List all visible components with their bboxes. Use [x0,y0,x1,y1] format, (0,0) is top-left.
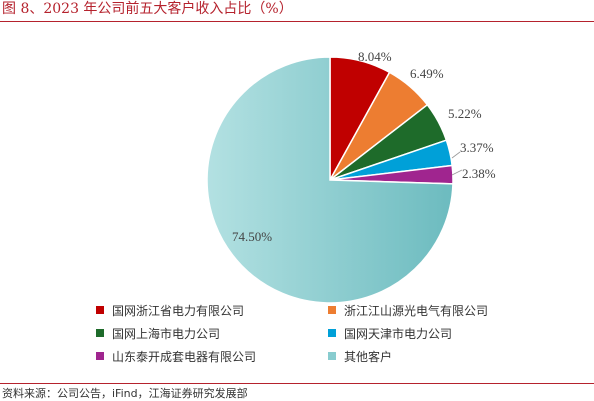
legend-label: 其他客户 [344,349,392,364]
legend-swatch [96,352,104,360]
legend-swatch [96,329,104,337]
data-label-3: 5.22% [448,106,482,121]
legend-label: 国网天津市电力公司 [344,326,452,341]
source-divider [0,383,594,384]
data-label-1: 8.04% [358,49,392,64]
legend-item-4: 国网天津市电力公司 [328,326,452,341]
legend-swatch [96,306,104,314]
legend-item-3: 国网上海市电力公司 [96,326,220,341]
chart-title: 图 8、2023 年公司前五大客户收入占比（%） [2,1,293,17]
legend-item-5: 山东泰开成套电器有限公司 [96,350,256,364]
legend-item-2: 浙江江山源光电气有限公司 [328,303,488,318]
legend-item-1: 国网浙江省电力有限公司 [96,304,244,318]
legend-label: 国网浙江省电力有限公司 [112,304,244,318]
legend-swatch [328,329,336,337]
legend-swatch [328,306,336,314]
legend-swatch [328,352,336,360]
legend-item-6: 其他客户 [328,349,392,364]
legend-label: 山东泰开成套电器有限公司 [112,350,256,364]
pie-slice-6 [206,56,454,304]
legend-label: 浙江江山源光电气有限公司 [344,303,488,318]
leader-line-5 [451,169,463,176]
data-label-6: 74.50% [232,229,272,244]
title-divider [0,21,594,22]
data-label-2: 6.49% [410,66,444,81]
source-note: 资料来源：公司公告，iFind，江海证券研究发展部 [2,387,248,400]
leader-line-4 [451,151,461,159]
legend-label: 国网上海市电力公司 [112,326,220,341]
pie-chart: 8.04% 6.49% 5.22% 3.37% 2.38% 74.50% 国网浙江省电力有… [96,49,496,364]
data-label-4: 3.37% [460,140,494,155]
data-label-5: 2.38% [462,166,496,181]
